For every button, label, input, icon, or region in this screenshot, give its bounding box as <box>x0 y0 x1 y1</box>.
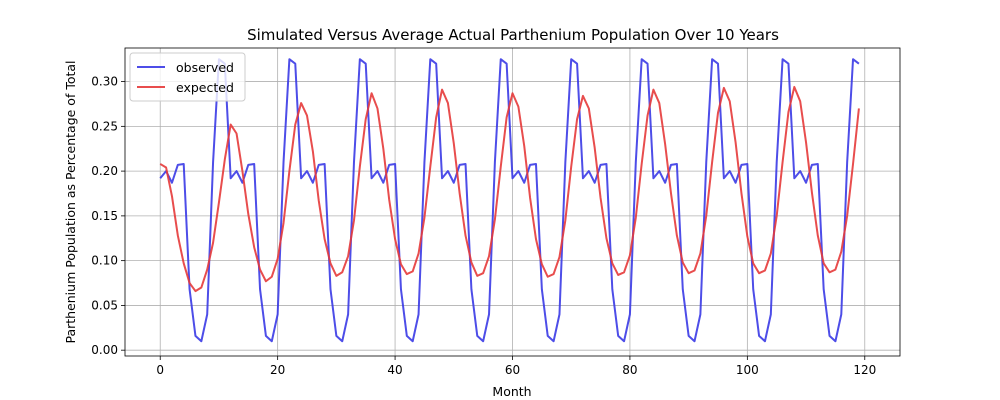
y-tick-label: 0.05 <box>91 298 118 312</box>
legend: observed expected <box>129 52 246 102</box>
x-tick-label: 60 <box>505 363 520 377</box>
y-tick-label: 0.25 <box>91 119 118 133</box>
legend-box <box>129 52 246 102</box>
x-tick-label: 120 <box>853 363 876 377</box>
x-tick-label: 20 <box>270 363 285 377</box>
y-tick-label: 0.10 <box>91 254 118 268</box>
series-line-expected <box>159 85 860 293</box>
y-axis: 0.00 0.05 0.10 0.15 0.20 0.25 0.30 <box>91 75 125 357</box>
x-tick-label: 100 <box>736 363 759 377</box>
y-tick-label: 0.20 <box>91 164 118 178</box>
series-line-observed <box>159 58 860 343</box>
legend-label-expected: expected <box>176 80 234 95</box>
x-axis-label: Month <box>492 384 531 399</box>
x-tick-label: 40 <box>387 363 402 377</box>
x-axis: 0 20 40 60 80 100 120 <box>156 356 876 377</box>
y-tick-label: 0.15 <box>91 209 118 223</box>
y-tick-label: 0.00 <box>91 343 118 357</box>
y-tick-label: 0.30 <box>91 75 118 89</box>
legend-label-observed: observed <box>176 60 234 75</box>
chart-title: Simulated Versus Average Actual Partheni… <box>247 26 779 44</box>
grid <box>125 48 900 356</box>
x-tick-label: 0 <box>156 363 164 377</box>
series-group <box>159 58 860 343</box>
x-tick-label: 80 <box>622 363 637 377</box>
y-axis-label: Parthenium Population as Percentage of T… <box>63 60 78 343</box>
